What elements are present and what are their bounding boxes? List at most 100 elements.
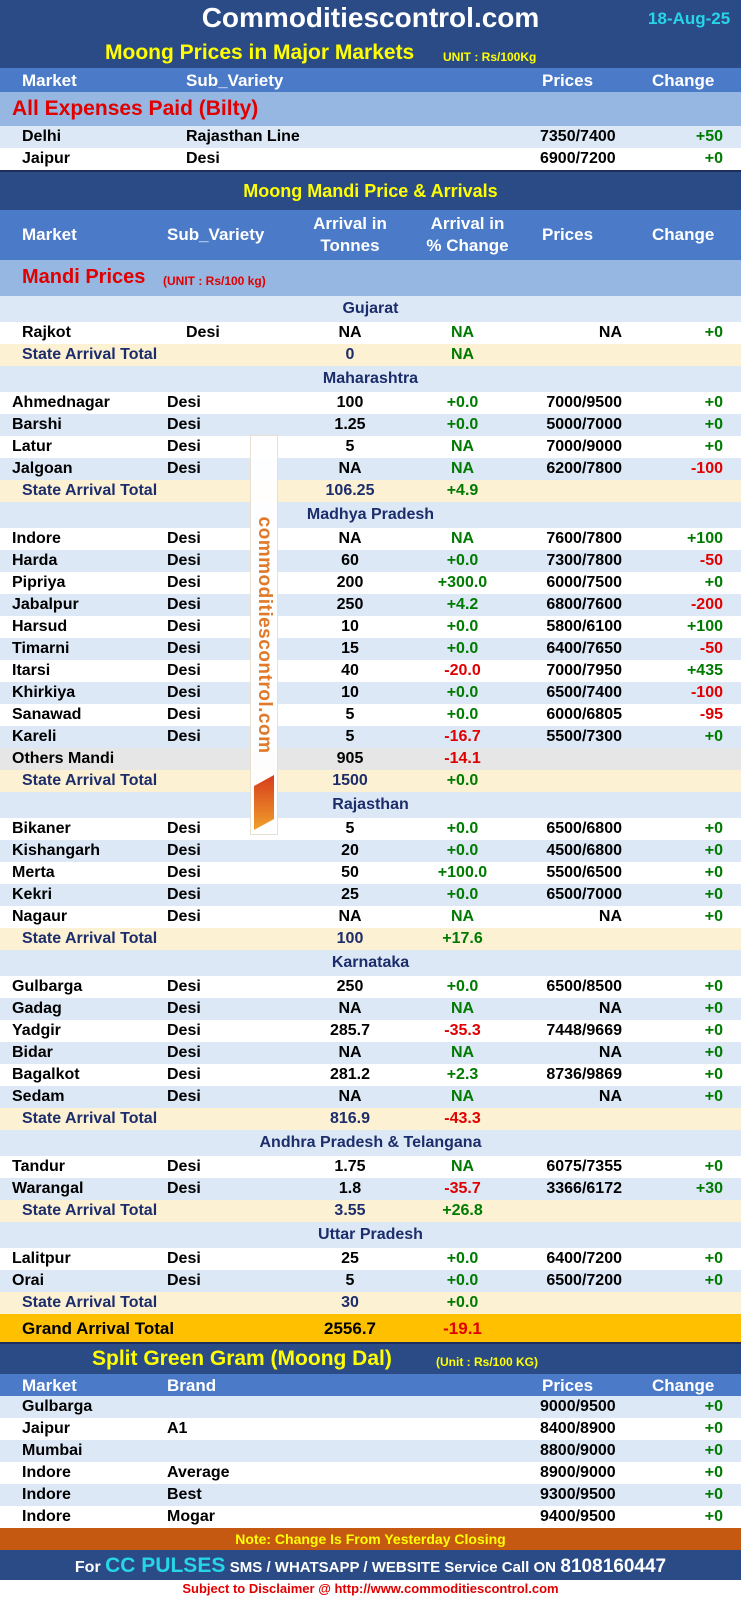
price-range: 6500/6800 <box>546 820 622 837</box>
price-change: +0 <box>704 1250 723 1267</box>
market-name: Jabalpur <box>12 596 79 613</box>
arrival-pct-change: -20.0 <box>444 662 481 679</box>
price-change: +0 <box>704 1044 723 1061</box>
state-name: Madhya Pradesh <box>306 506 435 523</box>
price-change: +0 <box>704 1420 723 1437</box>
dal-column-header: Market Brand Prices Change <box>0 1374 741 1396</box>
major-rows: Delhi Rajasthan Line 7350/7400 +50 Jaipur Des… <box>0 126 741 170</box>
dal-market-row: Indore Best 9300/9500 +0 <box>0 1484 741 1506</box>
price-range: 6500/8500 <box>546 978 622 995</box>
footer-disclaimer-link[interactable]: Subject to Disclaimer @ http://www.commo… <box>182 1581 559 1596</box>
market-name: Kareli <box>12 728 57 745</box>
market-name: Orai <box>12 1272 45 1289</box>
market-name: Kishangarh <box>12 842 101 859</box>
arrival-pct-change: +2.3 <box>446 1066 479 1083</box>
market-name: Timarni <box>12 640 70 657</box>
mandi-market-row: Latur Desi 5 NA 7000/9000 +0 <box>0 436 741 458</box>
price-change: +0 <box>704 324 723 341</box>
price-change: +100 <box>686 618 723 635</box>
state-header: Karnataka <box>0 950 741 976</box>
mandi-col-arrival: Arrival in <box>313 214 387 233</box>
mandi-market-row: Kekri Desi 25 +0.0 6500/7000 +0 <box>0 884 741 906</box>
price-range: 6500/7000 <box>546 886 622 903</box>
state-total-label: State Arrival Total <box>22 482 158 499</box>
sub-variety: Desi <box>167 1022 201 1039</box>
logo-icon <box>254 775 274 830</box>
market-name: Jaipur <box>22 150 71 167</box>
footer-note: Note: Change Is From Yesterday Closing <box>235 1531 506 1547</box>
mandi-market-row: Yadgir Desi 285.7 -35.3 7448/9669 +0 <box>0 1020 741 1042</box>
arrival-pct-change: NA <box>450 438 475 455</box>
sub-variety: Desi <box>167 530 201 547</box>
mandi-col-market: Market <box>22 225 77 244</box>
site-header: Commoditiescontrol.com 18-Aug-25 <box>0 0 741 36</box>
arrival-tonnes: 905 <box>336 750 364 767</box>
brand: Mogar <box>167 1508 215 1525</box>
mandi-market-row: Timarni Desi 15 +0.0 6400/7650 -50 <box>0 638 741 660</box>
footer-service: SMS / WHATSAPP / WEBSITE Service Call ON <box>229 1559 556 1576</box>
state-total-arrival: 3.55 <box>334 1202 366 1219</box>
dal-rows: Gulbarga 9000/9500 +0 Jaipur A1 8400/8900 +0 Mu… <box>0 1396 741 1528</box>
state-name: Gujarat <box>342 300 399 317</box>
market-name: Bagalkot <box>12 1066 80 1083</box>
price-change: +0 <box>704 1158 723 1175</box>
price-range: NA <box>598 1088 622 1105</box>
state-header: Uttar Pradesh <box>0 1222 741 1248</box>
price-range: 6400/7650 <box>546 640 622 657</box>
price-range: 6075/7355 <box>546 1158 622 1175</box>
state-total-label: State Arrival Total <box>22 1110 158 1127</box>
price-change: +0 <box>704 1464 723 1481</box>
price-change: +0 <box>704 1508 723 1525</box>
price-range: 7000/9000 <box>546 438 622 455</box>
dal-title: Split Green Gram (Moong Dal) <box>92 1347 392 1370</box>
mandi-col-sub-variety: Sub_Variety <box>167 225 265 244</box>
price-range: 7600/7800 <box>546 530 622 547</box>
arrival-tonnes: NA <box>338 324 362 341</box>
state-total-label: State Arrival Total <box>22 1294 158 1311</box>
mandi-market-row: Orai Desi 5 +0.0 6500/7200 +0 <box>0 1270 741 1292</box>
price-change: -50 <box>699 552 723 569</box>
market-name: Indore <box>22 1508 71 1525</box>
sub-variety: Desi <box>167 1250 201 1267</box>
arrival-tonnes: 25 <box>341 1250 359 1267</box>
arrival-pct-change: +300.0 <box>437 574 488 591</box>
mandi-market-row: Kishangarh Desi 20 +0.0 4500/6800 +0 <box>0 840 741 862</box>
arrival-tonnes: NA <box>338 460 362 477</box>
sub-variety: Desi <box>167 864 201 881</box>
mandi-column-header: Market Sub_Variety Arrival in Tonnes Arr… <box>0 210 741 260</box>
arrival-tonnes: NA <box>338 530 362 547</box>
state-name: Maharashtra <box>322 370 419 387</box>
arrival-tonnes: 5 <box>345 1272 355 1289</box>
price-change: -200 <box>690 596 723 613</box>
grand-total-label: Grand Arrival Total <box>22 1319 175 1338</box>
sub-variety: Desi <box>167 1158 201 1175</box>
arrival-pct-change: +0.0 <box>446 706 479 723</box>
price-change: -50 <box>699 640 723 657</box>
price-range: 8800/9000 <box>540 1442 616 1459</box>
arrival-pct-change: -35.3 <box>444 1022 481 1039</box>
mandi-market-row: Bidar Desi NA NA NA +0 <box>0 1042 741 1064</box>
market-name: Pipriya <box>12 574 66 591</box>
price-change: +0 <box>704 908 723 925</box>
price-range: 9400/9500 <box>540 1508 616 1525</box>
arrival-pct-change: +0.0 <box>446 640 479 657</box>
site-title: Commoditiescontrol.com <box>201 2 540 33</box>
sub-variety: Desi <box>167 1044 201 1061</box>
arrival-pct-change: +0.0 <box>446 1250 479 1267</box>
price-range: NA <box>598 1044 622 1061</box>
arrival-pct-change: +0.0 <box>446 978 479 995</box>
price-range: 8736/9869 <box>546 1066 622 1083</box>
price-change: +0 <box>704 1442 723 1459</box>
mandi-market-row: Khirkiya Desi 10 +0.0 6500/7400 -100 <box>0 682 741 704</box>
arrival-tonnes: 1.75 <box>334 1158 366 1175</box>
state-total-pct: +26.8 <box>442 1202 483 1219</box>
sub-variety: Desi <box>186 150 220 167</box>
price-change: +0 <box>704 1088 723 1105</box>
dal-title-bar: Split Green Gram (Moong Dal) (Unit : Rs/… <box>0 1344 741 1374</box>
state-total-pct: +17.6 <box>442 930 483 947</box>
arrival-tonnes: 5 <box>345 820 355 837</box>
price-range: 6500/7200 <box>546 1272 622 1289</box>
arrival-tonnes: 281.2 <box>329 1066 371 1083</box>
market-name: Sanawad <box>12 706 82 723</box>
price-range: 8900/9000 <box>540 1464 616 1481</box>
